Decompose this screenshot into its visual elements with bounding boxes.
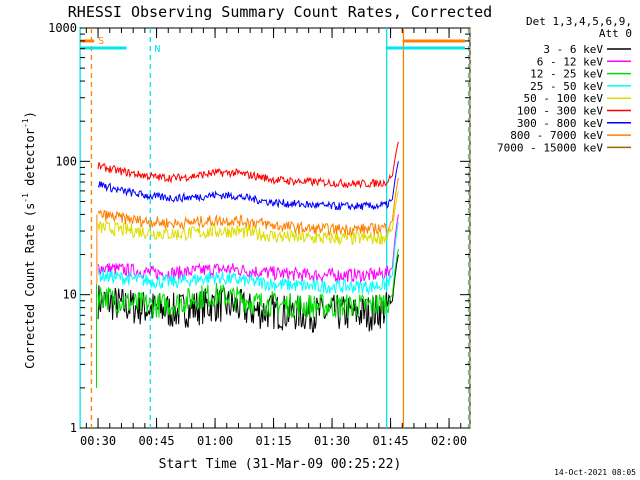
series-line-3 xyxy=(97,222,399,296)
y-tick-label: 1000 xyxy=(48,21,77,35)
legend-label: 100 - 300 keV xyxy=(517,105,603,118)
series-line-0 xyxy=(97,254,399,333)
x-tick-label: 01:45 xyxy=(372,434,408,448)
y-axis-label-sup2: -1 xyxy=(21,118,30,128)
chart-title: RHESSI Observing Summary Count Rates, Co… xyxy=(68,3,492,21)
svg-text:Corrected Count Rate (s-1 dete: Corrected Count Rate (s-1 detector-1) xyxy=(21,111,37,369)
legend-label: 7000 - 15000 keV xyxy=(497,141,603,154)
y-tick-label: 1 xyxy=(70,421,77,435)
series-line-7 xyxy=(97,177,399,236)
x-tick-label: 00:45 xyxy=(138,434,174,448)
x-tick-label: 02:00 xyxy=(431,434,467,448)
legend-label: 300 - 800 keV xyxy=(517,117,603,130)
x-axis-label: Start Time (31-Mar-09 00:25:22) xyxy=(159,457,402,472)
cyan-band-label: N xyxy=(154,44,160,55)
orange-band-label: S xyxy=(98,36,104,47)
series-line-2 xyxy=(97,248,399,319)
series-line-1 xyxy=(97,214,399,284)
timestamp: 14-Oct-2021 08:05 xyxy=(554,468,636,477)
y-axis-label-sup1: -1 xyxy=(21,193,30,203)
legend-label: 12 - 25 keV xyxy=(530,68,603,81)
y-axis-label: Corrected Count Rate (s-1 detector-1) xyxy=(21,111,37,369)
series-line-6 xyxy=(97,161,399,211)
y-axis-label-main: Corrected Count Rate (s xyxy=(23,203,37,369)
y-axis-label-mid: detector xyxy=(23,128,37,193)
series-line-4 xyxy=(97,190,399,246)
legend-header-att: Att 0 xyxy=(599,27,632,40)
x-tick-label: 01:30 xyxy=(314,434,350,448)
legend-header-det: Det 1,3,4,5,6,9, xyxy=(526,15,632,28)
x-tick-label: 01:00 xyxy=(197,434,233,448)
legend-label: 800 - 7000 keV xyxy=(510,129,603,142)
series-line-5 xyxy=(97,141,399,190)
legend-label: 3 - 6 keV xyxy=(543,43,603,56)
plot-area: SN xyxy=(79,27,471,429)
legend-label: 50 - 100 keV xyxy=(524,92,604,105)
x-tick-label: 01:15 xyxy=(255,434,291,448)
x-tick-label: 00:30 xyxy=(80,434,116,448)
legend-label: 25 - 50 keV xyxy=(530,80,603,93)
y-axis-label-end: ) xyxy=(23,111,37,118)
y-tick-label: 100 xyxy=(55,154,77,168)
legend-label: 6 - 12 keV xyxy=(537,55,604,68)
y-tick-label: 10 xyxy=(63,288,77,302)
